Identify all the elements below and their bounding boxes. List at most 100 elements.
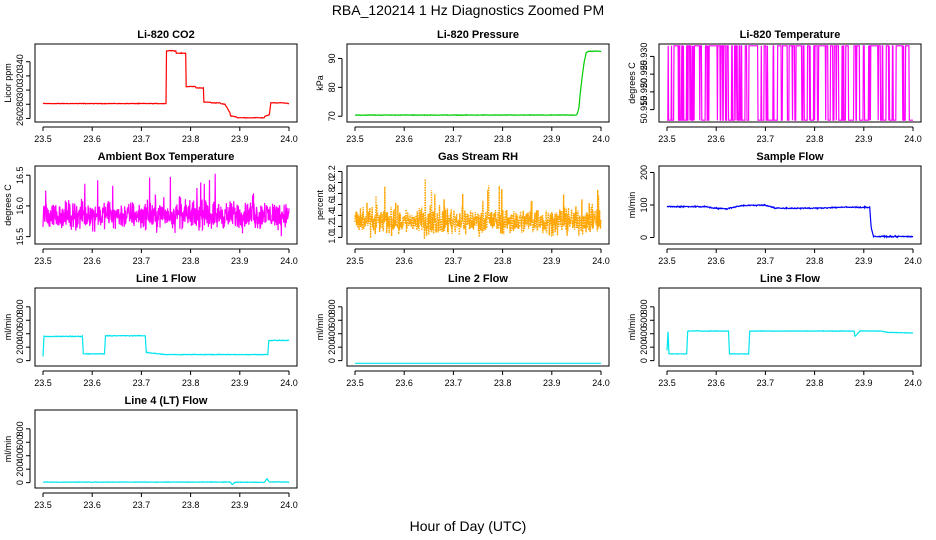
y-tick-label: 50.925 bbox=[639, 60, 649, 88]
panel-9: Line 3 Flow ml/min 23.5 23.6 23.7 23.8 23.9 24.… bbox=[627, 273, 922, 388]
y-tick-label: 400 bbox=[639, 326, 649, 341]
y-tick-label: 800 bbox=[15, 299, 25, 314]
x-tick-label: 23.9 bbox=[543, 378, 561, 388]
x-tick-label: 23.8 bbox=[182, 378, 200, 388]
y-tick-label: 80 bbox=[327, 82, 337, 92]
plot-frame bbox=[34, 409, 298, 489]
x-tick-label: 23.7 bbox=[445, 378, 463, 388]
y-axis-label: degrees C bbox=[627, 62, 637, 104]
x-tick-label: 23.5 bbox=[34, 378, 52, 388]
x-tick-label: 24.0 bbox=[592, 134, 610, 144]
y-tick-label: 50.915 bbox=[639, 96, 649, 124]
y-axis-label: Licor ppm bbox=[3, 63, 13, 103]
y-tick-label: 16.5 bbox=[15, 166, 25, 184]
series-line bbox=[666, 329, 914, 355]
x-tick-label: 23.8 bbox=[806, 256, 824, 266]
y-tick-label: 800 bbox=[327, 299, 337, 314]
y-axis-label: percent bbox=[315, 189, 325, 220]
y-tick-label: 260 bbox=[15, 111, 25, 126]
y-tick-label: 200 bbox=[327, 340, 337, 355]
panel-4: Ambient Box Temperature degrees C 23.5 23.6… bbox=[3, 151, 298, 266]
panel-title: Gas Stream RH bbox=[438, 151, 518, 163]
plot-frame bbox=[658, 165, 922, 245]
panel-3: Li-820 Temperature degrees C 23.5 23.6 23.7 2… bbox=[627, 29, 922, 144]
x-tick-label: 23.5 bbox=[346, 256, 364, 266]
plot-frame bbox=[658, 287, 922, 367]
y-tick-label: 100 bbox=[639, 197, 649, 212]
x-tick-label: 23.5 bbox=[34, 134, 52, 144]
y-tick-label: 15.5 bbox=[15, 228, 25, 246]
y-tick-label: 0 bbox=[15, 480, 25, 485]
y-tick-label: 800 bbox=[15, 421, 25, 436]
x-tick-label: 24.0 bbox=[280, 378, 298, 388]
figure-title: RBA_120214 1 Hz Diagnostics Zoomed PM bbox=[331, 2, 605, 18]
plot-frame bbox=[34, 287, 298, 367]
x-tick-label: 23.5 bbox=[658, 256, 676, 266]
y-axis-label: ml/min bbox=[3, 436, 13, 463]
x-tick-label: 24.0 bbox=[280, 500, 298, 510]
x-tick-label: 23.8 bbox=[494, 134, 512, 144]
x-tick-label: 23.9 bbox=[855, 256, 873, 266]
y-tick-label: 600 bbox=[327, 313, 337, 328]
panel-10: Line 4 (LT) Flow ml/min 23.5 23.6 23.7 23.8 23… bbox=[3, 395, 298, 510]
y-axis-label: ml/min bbox=[627, 314, 637, 341]
x-tick-label: 23.8 bbox=[806, 378, 824, 388]
x-tick-label: 23.8 bbox=[182, 256, 200, 266]
y-tick-label: 90 bbox=[327, 53, 337, 63]
panel-title: Line 3 Flow bbox=[760, 273, 820, 285]
y-tick-label: 1.4 bbox=[327, 209, 337, 222]
y-tick-label: 600 bbox=[639, 313, 649, 328]
x-tick-label: 23.7 bbox=[757, 378, 775, 388]
panel-6: Sample Flow ml/min 23.5 23.6 23.7 23.8 23.9 24.… bbox=[627, 151, 922, 266]
y-tick-label: 1.6 bbox=[327, 198, 337, 211]
y-tick-label: 400 bbox=[327, 326, 337, 341]
y-tick-label: 0 bbox=[327, 358, 337, 363]
y-tick-label: 50.930 bbox=[639, 43, 649, 71]
x-tick-label: 24.0 bbox=[904, 378, 922, 388]
x-tick-label: 23.9 bbox=[231, 378, 249, 388]
series-line bbox=[43, 477, 290, 486]
x-tick-label: 23.6 bbox=[707, 256, 725, 266]
x-tick-label: 23.6 bbox=[83, 256, 101, 266]
y-tick-label: 16.0 bbox=[15, 197, 25, 215]
y-axis-label: ml/min bbox=[315, 314, 325, 341]
x-tick-label: 23.6 bbox=[707, 378, 725, 388]
y-tick-label: 50.920 bbox=[639, 78, 649, 106]
y-axis-label: ml/min bbox=[627, 192, 637, 219]
x-tick-label: 23.8 bbox=[182, 134, 200, 144]
y-tick-label: 340 bbox=[15, 54, 25, 69]
x-tick-label: 23.8 bbox=[806, 134, 824, 144]
panel-title: Li-820 Temperature bbox=[740, 29, 841, 41]
y-tick-label: 1.0 bbox=[327, 231, 337, 244]
y-tick-label: 200 bbox=[639, 165, 649, 180]
series-line bbox=[355, 50, 602, 117]
y-tick-label: 300 bbox=[15, 83, 25, 98]
plot-frame bbox=[346, 287, 610, 367]
x-tick-label: 23.6 bbox=[395, 134, 413, 144]
y-tick-label: 800 bbox=[639, 299, 649, 314]
x-tick-label: 23.5 bbox=[346, 378, 364, 388]
x-tick-label: 23.9 bbox=[855, 378, 873, 388]
y-tick-label: 600 bbox=[15, 435, 25, 450]
y-tick-label: 200 bbox=[15, 340, 25, 355]
panel-title: Line 4 (LT) Flow bbox=[125, 395, 208, 407]
x-tick-label: 24.0 bbox=[280, 256, 298, 266]
x-tick-label: 23.8 bbox=[494, 256, 512, 266]
x-tick-label: 23.7 bbox=[133, 500, 151, 510]
x-tick-label: 23.6 bbox=[83, 500, 101, 510]
x-tick-label: 24.0 bbox=[592, 378, 610, 388]
panel-title: Line 1 Flow bbox=[136, 273, 196, 285]
plot-frame bbox=[34, 165, 298, 245]
panel-1: Li-820 CO2 Licor ppm 23.5 23.6 23.7 23.8 23.9 2… bbox=[3, 29, 298, 144]
y-tick-label: 200 bbox=[15, 462, 25, 477]
series-line bbox=[667, 45, 913, 121]
x-tick-label: 23.6 bbox=[395, 378, 413, 388]
x-tick-label: 23.7 bbox=[445, 256, 463, 266]
x-tick-label: 23.5 bbox=[34, 256, 52, 266]
x-tick-label: 23.7 bbox=[133, 256, 151, 266]
plot-frame bbox=[34, 43, 298, 123]
x-tick-label: 23.8 bbox=[494, 378, 512, 388]
panel-7: Line 1 Flow ml/min 23.5 23.6 23.7 23.8 23.9 24.… bbox=[3, 273, 298, 388]
series-line bbox=[666, 203, 914, 239]
